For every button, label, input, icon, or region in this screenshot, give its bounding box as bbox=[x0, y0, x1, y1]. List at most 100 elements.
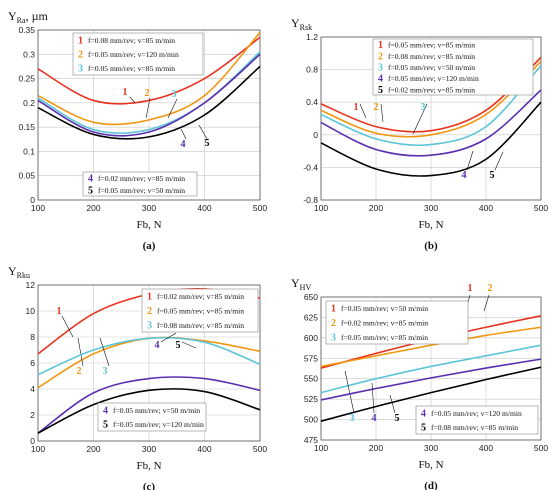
legend-number-3: 3 bbox=[78, 64, 83, 75]
x-tick-label: 500 bbox=[534, 203, 548, 213]
curve-label-3: 3 bbox=[172, 89, 177, 100]
y-tick-label: 525 bbox=[304, 394, 318, 404]
series-line-5 bbox=[320, 101, 542, 177]
y-axis-label: YRa, µm bbox=[8, 9, 48, 25]
legend-number-4: 4 bbox=[378, 74, 383, 85]
y-tick-label: 8 bbox=[30, 332, 35, 342]
series-line-2 bbox=[37, 31, 261, 126]
series-line-3 bbox=[320, 344, 542, 394]
curve-label-3: 3 bbox=[350, 413, 355, 424]
legend-number-4: 4 bbox=[421, 409, 426, 420]
legend-number-4: 4 bbox=[103, 406, 108, 417]
legend-box: 1 f=0.02 mm/rev; v=85 m/min 2 f=0.05 mm/rev… bbox=[141, 288, 259, 333]
curve-leader-line bbox=[61, 315, 74, 338]
series-line-3 bbox=[37, 336, 261, 376]
x-tick-label: 200 bbox=[369, 443, 383, 453]
curve-leader-line bbox=[180, 128, 187, 140]
y-tick-label: 0 bbox=[30, 195, 35, 205]
x-tick-label: 500 bbox=[253, 444, 267, 454]
legend-box: 1 f=0.08 mm/rev; v=85 m/min 2 f=0.05 mm/rev… bbox=[72, 32, 204, 76]
curve-label-5: 5 bbox=[490, 170, 495, 181]
y-tick-label: 12 bbox=[26, 280, 36, 290]
plot-frame bbox=[320, 296, 542, 441]
panel-letter: (a) bbox=[143, 240, 156, 252]
series-line-4 bbox=[320, 358, 542, 401]
y-tick-label: 0 bbox=[313, 130, 318, 140]
plot-frame bbox=[37, 29, 261, 201]
y-tick-label: 0.4 bbox=[306, 97, 318, 107]
y-axis-label: YRsk bbox=[291, 16, 312, 32]
x-tick-label: 100 bbox=[31, 203, 45, 213]
curve-label-2: 2 bbox=[374, 102, 379, 113]
y-tick-label: 4 bbox=[30, 384, 35, 394]
legend-entry-5: f=0.05 mm/rev; v=50 m/min bbox=[98, 186, 185, 195]
x-tick-label: 200 bbox=[86, 203, 100, 213]
curve-leader-line bbox=[359, 103, 367, 119]
series-line-2 bbox=[320, 326, 542, 368]
y-tick-label: 1.2 bbox=[306, 32, 318, 42]
legend-entry-5: f=0.02 mm/rev; v=85 m/min bbox=[388, 85, 475, 94]
series-line-5 bbox=[320, 366, 542, 422]
legend-entry-3: f=0.05 mm/rev; v=85 m/min bbox=[341, 333, 428, 342]
legend-number-4: 4 bbox=[88, 174, 93, 185]
y-tick-label: 10 bbox=[26, 306, 36, 316]
curve-label-4: 4 bbox=[181, 139, 186, 150]
legend-number-3: 3 bbox=[147, 320, 152, 331]
legend-box: 1 f=0.05 mm/rev; v=50 m/min 2 f=0.02 mm/rev… bbox=[325, 300, 469, 345]
curve-label-2: 2 bbox=[145, 88, 150, 99]
curve-leader-line bbox=[389, 394, 396, 414]
legend-entry-3: f=0.05 mm/rev; v=50 m/min bbox=[388, 63, 475, 72]
x-tick-label: 400 bbox=[197, 203, 211, 213]
legend-box: 4 f=0.05 mm/rev; v=50 m/min 5 f=0.05 mm/rev… bbox=[97, 402, 207, 432]
legend-entry-1: f=0.08 mm/rev; v=85 m/min bbox=[88, 36, 175, 45]
x-tick-label: 300 bbox=[142, 203, 156, 213]
legend-entry-1: f=0.05 mm/rev; v=85 m/min bbox=[388, 41, 475, 50]
y-axis-label: YHV bbox=[291, 276, 311, 292]
y-tick-label: 0.8 bbox=[306, 65, 318, 75]
curve-leader-line bbox=[145, 97, 151, 119]
legend-frame bbox=[82, 171, 198, 197]
legend-box: 1 f=0.05 mm/rev; v=85 m/min 2 f=0.08 mm/rev… bbox=[372, 38, 534, 96]
legend-number-2: 2 bbox=[331, 318, 336, 329]
curve-label-2: 2 bbox=[488, 283, 493, 294]
x-tick-label: 100 bbox=[31, 444, 45, 454]
series-line-5 bbox=[37, 65, 261, 140]
y-tick-label: 600 bbox=[304, 333, 318, 343]
y-axis-label: YRku bbox=[8, 264, 30, 280]
legend-number-1: 1 bbox=[147, 292, 152, 303]
y-tick-label: 0.2 bbox=[23, 98, 35, 108]
legend-number-2: 2 bbox=[78, 50, 83, 61]
legend-number-5: 5 bbox=[88, 186, 93, 197]
y-tick-label: 625 bbox=[304, 312, 318, 322]
legend-number-1: 1 bbox=[378, 40, 383, 51]
chart-panel-4: 100 200 300 400 500475500525550575600625650F… bbox=[291, 276, 548, 490]
legend-number-1: 1 bbox=[78, 36, 83, 47]
y-tick-label: 475 bbox=[304, 435, 318, 445]
legend-number-2: 2 bbox=[378, 51, 383, 62]
y-tick-label: -0.8 bbox=[303, 195, 318, 205]
legend-box: 4 f=0.02 mm/rev; v=85 m/min 5 f=0.05 mm/rev… bbox=[82, 171, 198, 197]
y-tick-label: 500 bbox=[304, 415, 318, 425]
plot-frame bbox=[320, 36, 542, 201]
curve-leader-line bbox=[167, 98, 178, 119]
legend-entry-2: f=0.02 mm/rev; v=85 m/min bbox=[341, 319, 428, 328]
legend-entry-1: f=0.02 mm/rev; v=85 m/min bbox=[157, 292, 244, 301]
legend-frame bbox=[415, 405, 539, 435]
curve-leader-line bbox=[129, 96, 136, 104]
x-tick-label: 200 bbox=[86, 444, 100, 454]
legend-box: 4 f=0.05 mm/rev; v=120 m/min 5 f=0.08 mm/re… bbox=[415, 405, 539, 435]
x-tick-label: 100 bbox=[314, 203, 328, 213]
x-tick-label: 300 bbox=[142, 444, 156, 454]
legend-number-5: 5 bbox=[421, 423, 426, 434]
x-tick-label: 200 bbox=[369, 203, 383, 213]
curve-label-4: 4 bbox=[155, 340, 160, 351]
curve-leader-line bbox=[466, 150, 474, 171]
curve-leader-line bbox=[198, 124, 208, 140]
legend-entry-3: f=0.05 mm/rev; v=85 m/min bbox=[88, 64, 175, 73]
legend-entry-5: f=0.05 mm/rev; v=120 m/min bbox=[113, 420, 204, 429]
x-tick-label: 500 bbox=[534, 443, 548, 453]
series-line-1 bbox=[37, 36, 261, 105]
legend-entry-4: f=0.05 mm/rev; v=120 m/min bbox=[388, 74, 479, 83]
curve-label-1: 1 bbox=[57, 306, 62, 317]
